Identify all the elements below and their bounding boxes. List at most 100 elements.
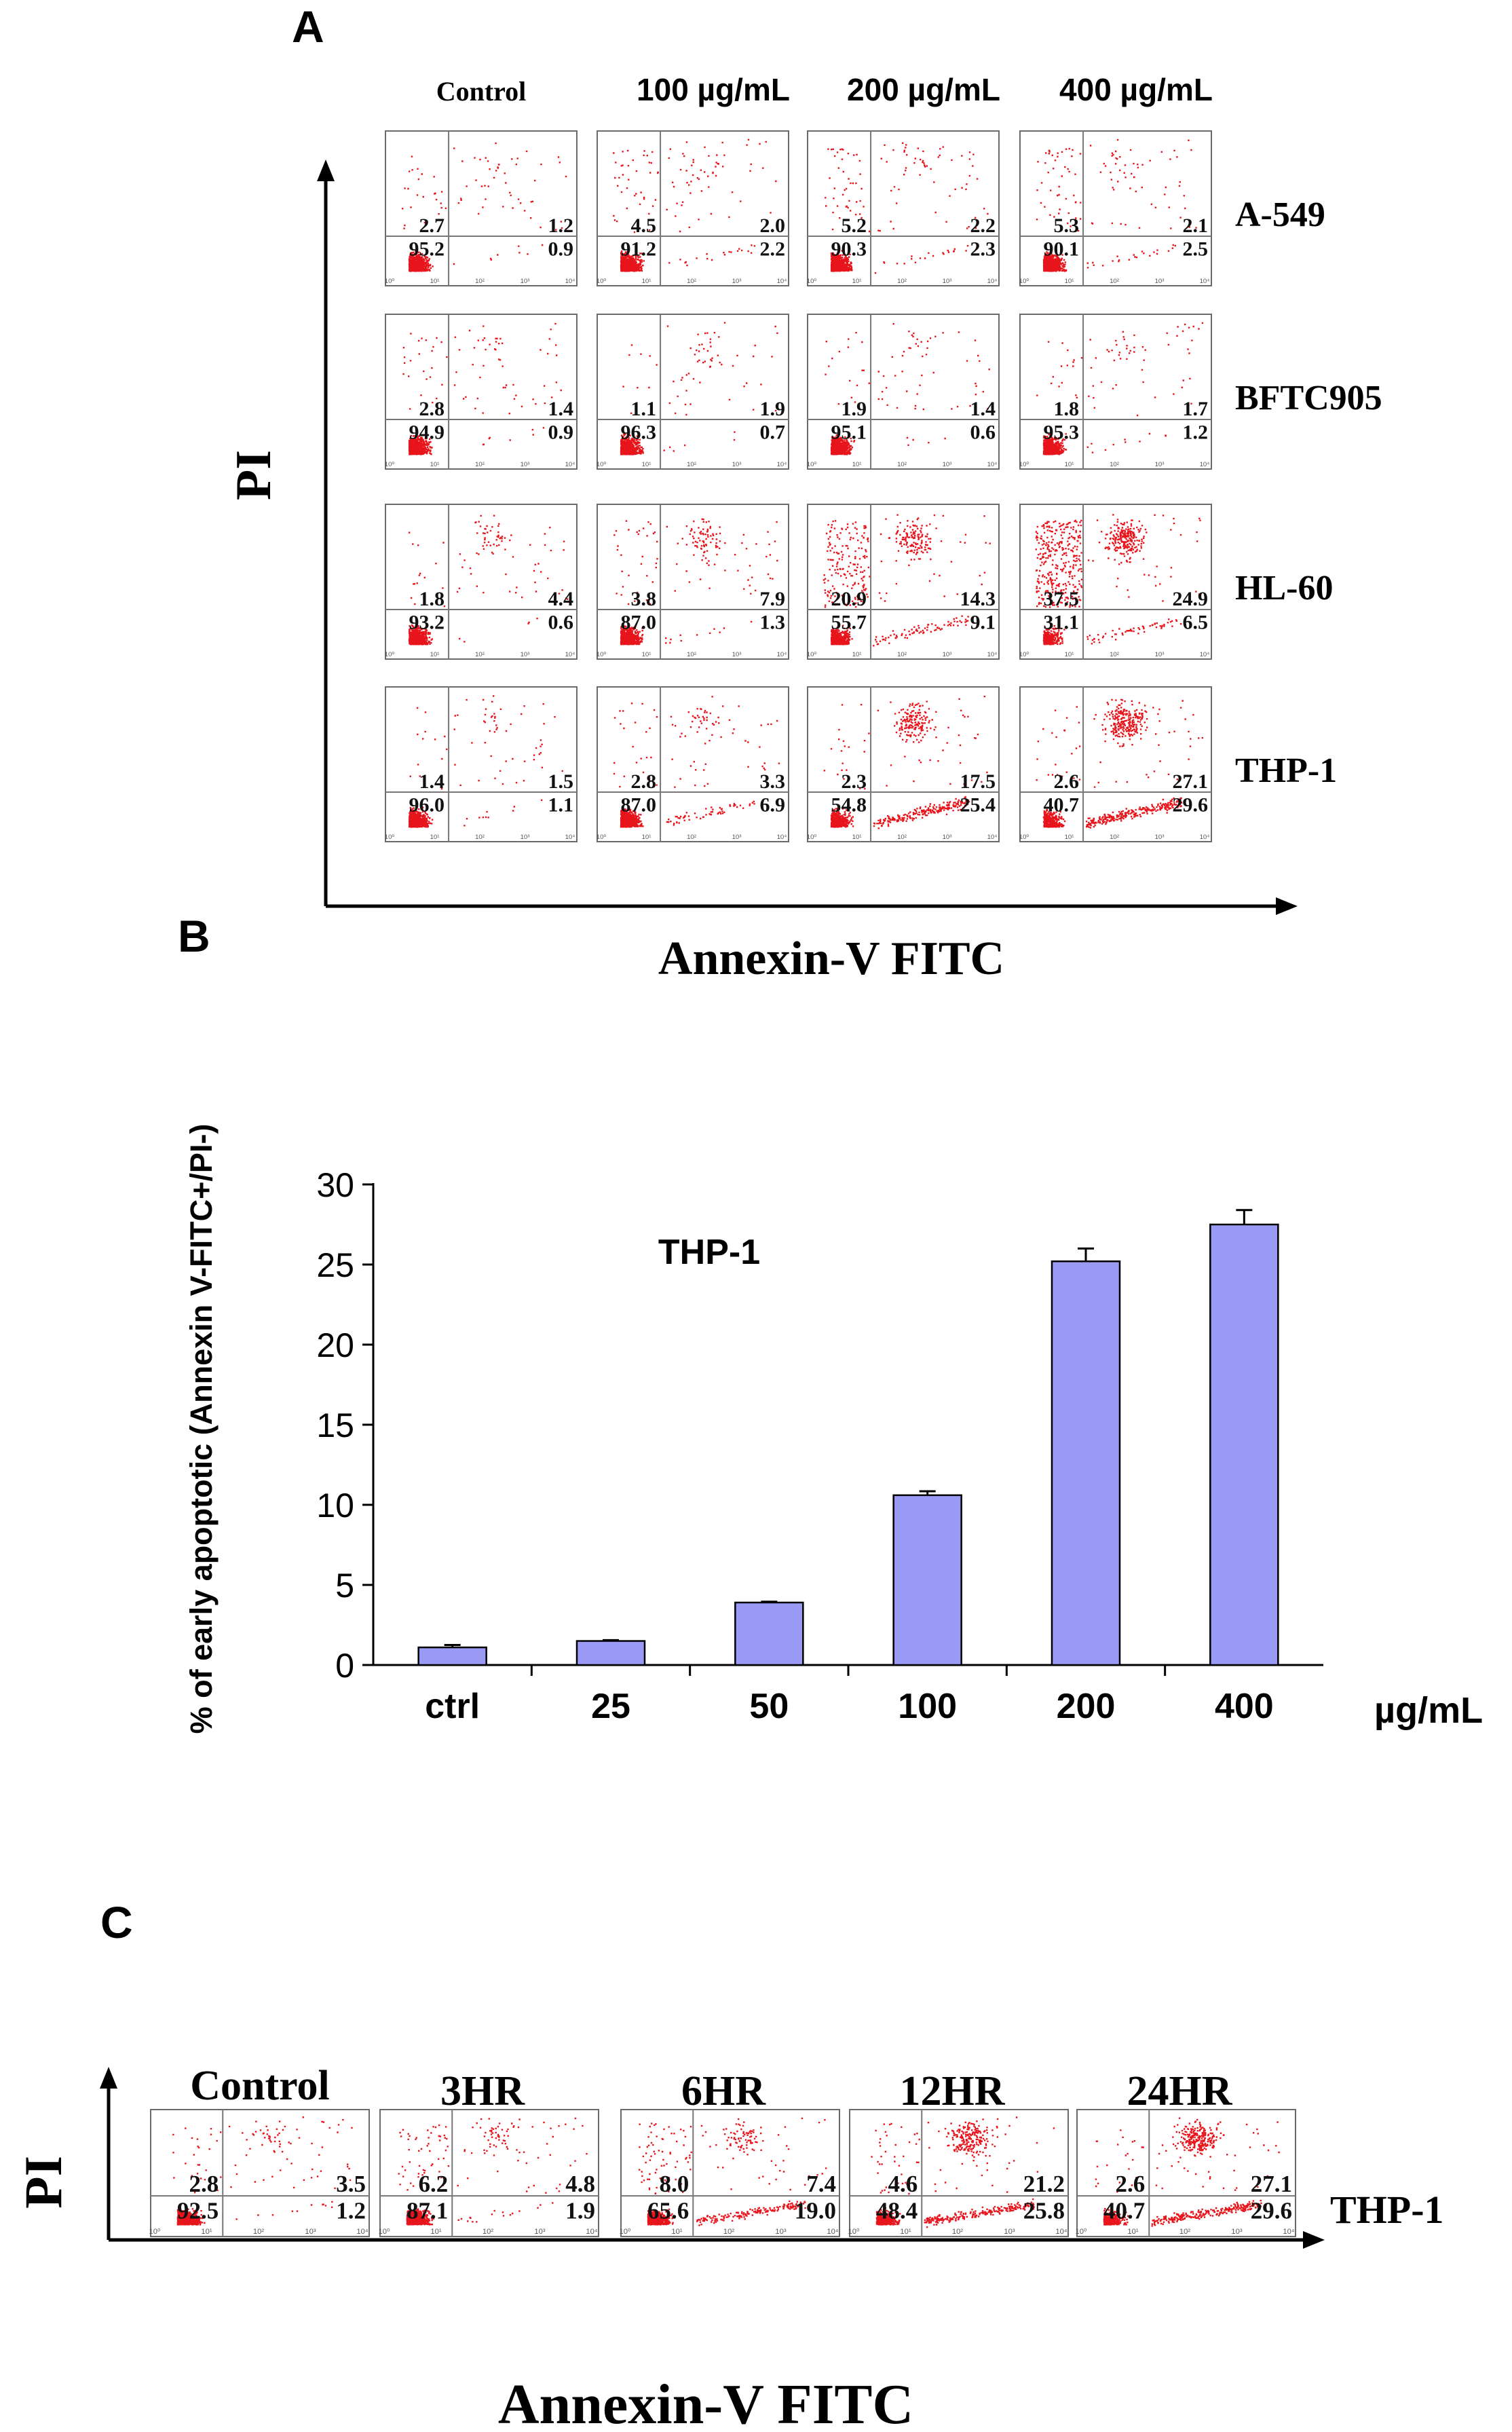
upper-right-percent: 14.3 [960,588,996,610]
lower-right-percent: 2.5 [1183,238,1209,261]
lower-left-percent: 87.0 [621,612,657,634]
x-tick-label: 400 [1215,1687,1274,1726]
tick-label: 10⁴ [987,461,998,468]
panel-a: A Annexin-V FITC PI Control 100 µg/mL 200 … [226,1,1382,985]
event-dots [823,514,991,647]
dot-cloud [1035,514,1201,646]
tick-label: 10² [687,834,697,841]
tick-label: 10¹ [852,461,862,468]
lower-left-percent: 91.2 [621,238,657,261]
dot-cloud [402,142,567,272]
tick-label: 10⁰ [1019,651,1029,658]
upper-right-percent: 2.1 [1183,214,1209,237]
upper-left-percent: 5.2 [842,214,867,237]
event-dots [613,518,778,646]
tick-label: 10² [1110,651,1120,658]
dot-cloud [1095,2117,1280,2227]
event-dots [172,2116,353,2226]
lower-left-percent: 94.9 [409,422,445,444]
tick-label: 10¹ [852,278,862,285]
dot-cloud [172,2116,353,2226]
tick-label: 10⁰ [807,461,817,468]
panel-c-column-labels: Control 3HR 6HR 12HR 24HR [190,2063,1232,2114]
tick-label: 10² [1110,278,1120,285]
upper-left-percent: 2.8 [419,398,445,420]
tick-label: 10⁴ [1200,651,1210,658]
upper-right-percent: 1.9 [760,398,786,420]
tick-label: 10⁰ [807,834,817,841]
dot-cloud [1036,322,1204,455]
lower-left-percent: 90.3 [831,238,867,261]
bar-400 [1209,1223,1279,1666]
lower-right-percent: 0.9 [548,422,574,444]
tick-label: 10¹ [430,651,440,658]
tick-label: 10³ [732,278,742,285]
dot-cloud [402,322,562,455]
bar-chart: 0 5 10 15 20 25 30 ctrl 25 50 100 200 400 THP-1 µg/mL%… [184,1124,1483,1734]
y-tick-label: 20 [316,1326,354,1364]
tick-label: 10⁴ [1200,461,1210,468]
tick-label: 10⁰ [1076,2228,1087,2236]
dot-cloud [613,518,778,646]
panel-c-letter: C [100,1897,133,1947]
event-dots [823,696,988,829]
event-dots [398,2117,588,2226]
panel-a-row-labels: A-549 BFTC905 HL-60 THP-1 [1235,195,1382,790]
tick-label: 10² [475,461,485,468]
panel-a-column-label: 200 µg/mL [847,72,1000,107]
lower-right-percent: 0.6 [548,612,574,634]
upper-right-percent: 4.8 [565,2171,595,2197]
panel-a-x-label: Annexin-V FITC [658,933,1004,985]
upper-right-percent: 27.1 [1173,770,1209,793]
dot-cloud [1036,698,1203,829]
upper-left-percent: 1.1 [631,398,657,420]
tick-label: 10⁰ [597,834,607,841]
panel-a-dot-plot: 10⁰ 10¹ 10² 10³ 10⁴ 1.1 1.9 96.3 0.7 [597,314,789,470]
upper-left-percent: 2.7 [419,214,445,237]
lower-left-percent: 95.3 [1044,422,1080,444]
tick-label: 10⁰ [1019,278,1029,285]
dot-cloud [408,695,563,828]
dot-cloud [823,696,988,829]
tick-label: 10⁴ [1055,2228,1067,2236]
upper-right-percent: 2.0 [760,214,786,237]
panel-c-column-label: 6HR [681,2068,766,2114]
x-unit-label: µg/mL [1374,1690,1483,1731]
tick-label: 10³ [1155,651,1165,658]
panel-c-y-arrow-icon [100,2067,117,2089]
panel-a-dot-plot: 10⁰ 10¹ 10² 10³ 10⁴ 4.5 2.0 91.2 2.2 [597,130,789,286]
dot-cloud [620,322,778,455]
tick-label: 10⁰ [597,461,607,468]
tick-label: 10⁴ [1200,278,1210,285]
upper-left-percent: 2.8 [631,770,657,793]
lower-left-percent: 87.1 [407,2197,448,2224]
panel-c-row-label: THP-1 [1330,2188,1444,2232]
tick-label: 10⁴ [356,2228,368,2236]
event-dots [402,142,567,272]
panel-a-row-label: THP-1 [1235,751,1337,790]
tick-label: 10⁰ [1019,461,1029,468]
x-tick-label: 200 [1057,1687,1116,1726]
upper-right-percent: 1.7 [1183,398,1209,420]
panel-c-column-label: Control [190,2063,330,2109]
panel-a-dot-plot: 10⁰ 10¹ 10² 10³ 10⁴ 2.3 17.5 54.8 25.4 [807,686,1000,842]
lower-left-percent: 48.4 [876,2197,918,2224]
tick-label: 10⁰ [807,651,817,658]
tick-label: 10³ [305,2228,316,2236]
tick-label: 10¹ [1065,461,1074,468]
event-dots [613,138,777,272]
tick-label: 10² [723,2228,734,2236]
tick-label: 10⁴ [565,834,575,841]
upper-right-percent: 7.9 [760,588,786,610]
y-tick-label: 15 [316,1406,354,1444]
tick-label: 10⁴ [777,461,787,468]
lower-right-percent: 1.1 [548,794,574,817]
tick-label: 10⁴ [987,834,998,841]
tick-label: 10³ [521,461,530,468]
tick-label: 10¹ [642,461,651,468]
tick-label: 10⁰ [807,278,817,285]
panel-c-x-arrow-icon [1303,2231,1325,2249]
panel-a-letter: A [292,1,324,52]
tick-label: 10³ [732,651,742,658]
